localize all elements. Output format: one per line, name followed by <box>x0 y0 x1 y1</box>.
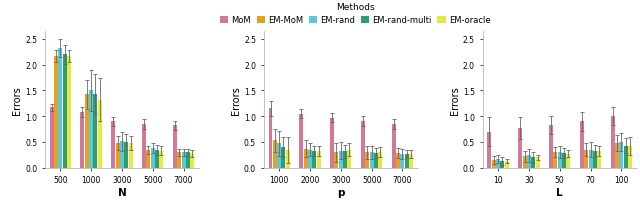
Bar <box>129 143 132 168</box>
Y-axis label: Errors: Errors <box>450 86 460 114</box>
Bar <box>63 55 67 168</box>
Bar <box>335 152 339 168</box>
Bar <box>404 154 409 168</box>
Bar <box>303 149 308 168</box>
Bar <box>343 151 347 168</box>
Legend: MoM, EM-MoM, EM-rand, EM-rand-multi, EM-oracle: MoM, EM-MoM, EM-rand, EM-rand-multi, EM-… <box>220 3 490 25</box>
Bar <box>584 150 588 168</box>
Bar <box>330 118 334 168</box>
Bar <box>348 150 351 168</box>
Bar <box>54 57 58 168</box>
Bar <box>396 153 400 168</box>
Bar <box>155 150 159 168</box>
Bar <box>505 161 509 168</box>
Bar <box>177 152 181 168</box>
Bar <box>628 146 632 168</box>
Bar <box>611 117 615 168</box>
Bar <box>84 95 89 168</box>
Bar <box>300 114 303 168</box>
Bar <box>269 109 273 168</box>
Bar <box>182 152 186 168</box>
Bar <box>124 142 128 168</box>
Bar <box>624 146 628 168</box>
Bar <box>597 151 601 168</box>
Bar <box>93 95 97 168</box>
Bar <box>562 153 566 168</box>
X-axis label: N: N <box>118 187 126 197</box>
Bar <box>67 57 71 168</box>
Bar <box>173 126 177 168</box>
Bar <box>190 153 194 168</box>
Bar <box>120 142 124 168</box>
Bar <box>151 148 155 168</box>
Bar <box>116 143 120 168</box>
Bar <box>308 150 312 168</box>
Bar <box>409 154 413 168</box>
Bar <box>620 142 623 168</box>
Bar <box>282 147 285 168</box>
Bar <box>374 153 378 168</box>
Bar <box>492 160 496 168</box>
Bar <box>554 152 557 168</box>
Bar <box>589 150 593 168</box>
Bar <box>527 156 531 168</box>
Bar <box>49 108 54 168</box>
Y-axis label: Errors: Errors <box>12 86 22 114</box>
Bar <box>286 150 290 168</box>
Bar <box>147 150 150 168</box>
Bar <box>89 91 93 168</box>
Bar <box>523 157 527 168</box>
Bar <box>488 132 492 168</box>
Bar <box>593 151 597 168</box>
Bar <box>58 49 62 168</box>
Bar <box>392 124 396 168</box>
Bar <box>111 122 115 168</box>
Bar <box>566 154 570 168</box>
Bar <box>98 100 102 168</box>
Bar <box>142 124 146 168</box>
X-axis label: p: p <box>337 187 344 197</box>
Bar <box>186 152 190 168</box>
Bar <box>277 144 281 168</box>
Bar <box>557 152 562 168</box>
Bar <box>518 128 522 168</box>
Bar <box>531 158 535 168</box>
Bar <box>365 152 369 168</box>
Bar <box>81 112 84 168</box>
Bar <box>496 159 500 168</box>
Bar <box>580 122 584 168</box>
Bar <box>500 161 504 168</box>
X-axis label: L: L <box>556 187 563 197</box>
Bar <box>536 158 540 168</box>
Bar <box>317 151 321 168</box>
Bar <box>370 152 374 168</box>
Bar <box>273 141 277 168</box>
Bar <box>401 154 404 168</box>
Bar <box>549 125 553 168</box>
Bar <box>378 152 382 168</box>
Bar <box>361 122 365 168</box>
Y-axis label: Errors: Errors <box>231 86 241 114</box>
Bar <box>312 151 316 168</box>
Bar <box>339 151 343 168</box>
Bar <box>615 143 619 168</box>
Bar <box>159 151 163 168</box>
